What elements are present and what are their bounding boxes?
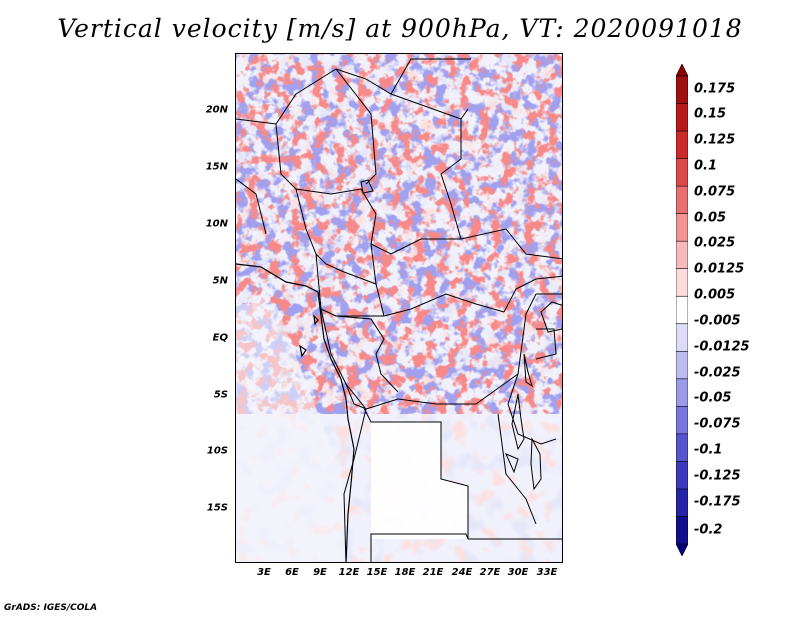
colorbar-segment	[676, 461, 688, 490]
colorbar-label-4: 0.075	[694, 184, 736, 200]
coastline	[236, 263, 355, 562]
lon-label-15e: 15E	[366, 567, 388, 578]
colorbar-label-12: -0.05	[694, 390, 732, 406]
colorbar-label-14: -0.1	[694, 442, 723, 458]
lat-label-10s: 10S	[206, 445, 228, 457]
map-panel	[235, 53, 563, 563]
colorbar-segment	[676, 295, 688, 325]
colorbar	[676, 64, 688, 556]
colorbar-label-1: 0.15	[694, 106, 727, 122]
colorbar-segment	[676, 433, 688, 463]
colorbar-label-8: 0.005	[694, 287, 736, 303]
colorbar-label-3: 0.1	[694, 158, 718, 174]
colorbar-segment	[676, 240, 688, 270]
lon-label-27e: 27E	[479, 567, 501, 578]
lat-label-15s: 15S	[206, 502, 228, 514]
lat-label-5s: 5S	[213, 389, 228, 401]
lat-label-15n: 15N	[205, 161, 228, 173]
lon-label-12e: 12E	[338, 567, 360, 578]
colorbar-segment	[676, 268, 688, 298]
lon-label-18e: 18E	[394, 567, 416, 578]
colorbar-label-2: 0.125	[694, 132, 736, 148]
colorbar-label-17: -0.2	[694, 522, 723, 538]
colorbar-segment	[676, 406, 688, 435]
colorbar-segment	[676, 213, 688, 242]
colorbar-label-9: -0.005	[694, 313, 741, 329]
lon-label-6e: 6E	[285, 567, 299, 578]
colorbar-label-16: -0.175	[694, 494, 741, 510]
lon-label-24e: 24E	[451, 567, 473, 578]
colorbar-segment	[676, 543, 688, 556]
vertical-velocity-field	[236, 54, 562, 562]
lon-label-9e: 9E	[313, 567, 327, 578]
lon-label-33e: 33E	[536, 567, 558, 578]
lon-label-30e: 30E	[507, 567, 529, 578]
colorbar-segment	[676, 130, 688, 160]
colorbar-segment	[676, 158, 688, 187]
colorbar-label-15: -0.125	[694, 468, 741, 484]
colorbar-segment	[676, 323, 688, 353]
lon-label-21e: 21E	[422, 567, 444, 578]
colorbar-segment	[676, 378, 688, 408]
lakes	[360, 179, 562, 491]
country-borders	[236, 58, 562, 562]
lat-label-eq: EQ	[212, 332, 228, 344]
colorbar-segment	[676, 64, 688, 77]
lat-label-10n: 10N	[205, 218, 228, 230]
colorbar-label-13: -0.075	[694, 416, 741, 432]
colorbar-label-7: 0.0125	[694, 261, 745, 277]
map-title: Vertical velocity [m/s] at 900hPa, VT: 2…	[57, 14, 743, 43]
colorbar-label-10: -0.0125	[694, 339, 750, 355]
colorbar-label-11: -0.025	[694, 365, 741, 381]
lat-label-20n: 20N	[205, 104, 228, 116]
colorbar-segment	[676, 103, 688, 132]
colorbar-label-5: 0.05	[694, 210, 727, 226]
lat-label-5n: 5N	[212, 275, 228, 287]
colorbar-label-6: 0.025	[694, 235, 736, 251]
colorbar-segment	[676, 350, 688, 380]
colorbar-segment	[676, 185, 688, 215]
lon-label-3e: 3E	[257, 567, 271, 578]
grads-credit: GrADS: IGES/COLA	[4, 603, 98, 613]
colorbar-segment	[676, 516, 688, 545]
colorbar-segment	[676, 75, 688, 105]
colorbar-label-0: 0.175	[694, 81, 736, 97]
colorbar-segment	[676, 488, 688, 518]
